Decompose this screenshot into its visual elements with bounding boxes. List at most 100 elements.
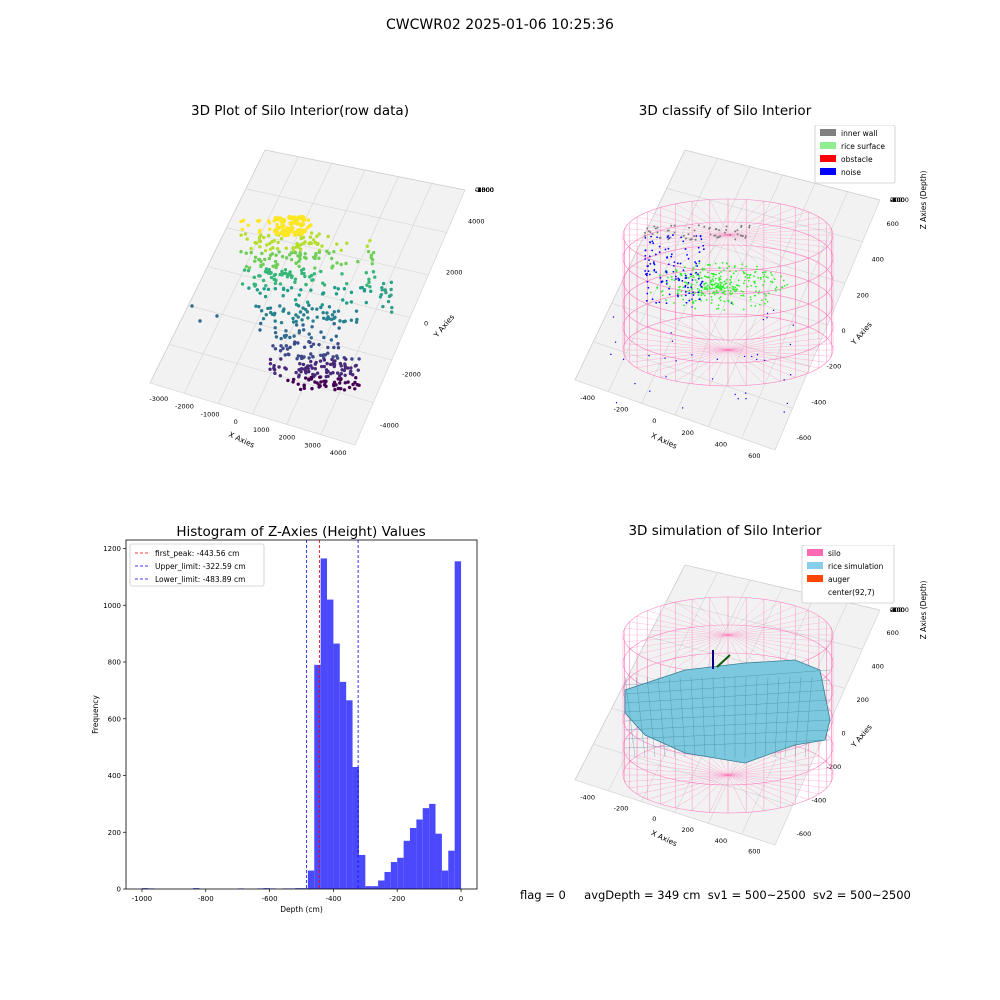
rice-surface-point [683,304,685,307]
raw-point [271,246,275,250]
y-axis-label: Frequency [91,695,100,734]
rice-surface-point [768,292,770,295]
noise-point [766,317,768,319]
y-tick-label: 400 [108,772,121,780]
sim-z-tick: -200 [890,606,905,614]
raw-point [355,383,359,387]
rice-surface-point [699,271,702,274]
sim-silo-spoke [637,634,729,655]
inner-wall-point [748,224,751,227]
raw-point [264,313,268,317]
raw-point [302,313,306,317]
raw-point [356,368,360,372]
rice-mesh-line [744,676,747,758]
raw-gridline [354,189,466,446]
raw-point [324,368,329,372]
raw-3d-axes[interactable]: -3000-2000-100001000200030004000-4000-20… [120,125,500,495]
raw-point [249,250,253,255]
histogram-bar [422,808,430,889]
raw-point [310,307,314,311]
rice-surface-point [661,294,664,297]
noise-point [661,280,664,283]
inner-wall-point [687,233,690,236]
inner-wall-point [684,237,687,240]
figure-title: CWCWR02 2025-01-06 10:25:36 [386,17,614,33]
cls-silo-spoke [660,234,729,263]
rice-surface-point [722,286,724,289]
rice-surface-point [722,291,725,294]
sim-silo-spoke [629,634,729,649]
simulation-3d-axes[interactable]: -400-2000200400600-600-400-2000200400600… [545,545,945,890]
rice-surface-point [706,287,708,290]
rice-surface-point [766,300,769,303]
noise-point [698,251,701,253]
raw-point [270,252,275,256]
raw-point [309,352,313,356]
sim-silo-spoke [727,774,827,789]
raw-point [306,364,310,368]
noise-point [645,299,648,302]
classify-3d-axes[interactable]: -400-2000200400600-600-400-2000200400600… [545,125,945,495]
sim-legend-swatch [807,575,823,582]
raw-point [257,257,261,262]
raw-point [311,319,315,323]
raw-axes-box: -3000-2000-100001000200030004000-4000-20… [149,149,494,457]
histogram-bar [384,871,391,889]
raw-point [343,319,347,323]
histogram-bar [409,827,417,889]
rice-surface-point [742,290,745,293]
raw-point [296,315,300,319]
raw-point [309,364,313,368]
rice-surface-point [722,284,725,286]
raw-point [276,240,280,245]
raw-point [290,274,294,278]
noise-point [668,293,671,296]
raw-point [275,225,281,231]
noise-point [653,268,656,271]
raw-point [345,301,349,305]
histogram-bar [295,888,302,889]
noise-point [687,286,689,289]
raw-point [273,330,278,335]
noise-point [700,282,703,285]
raw-y-tick: 2000 [446,269,463,277]
raw-point [338,319,342,323]
sim-silo-spoke [727,774,832,782]
noise-point [644,254,647,257]
raw-point [313,373,317,377]
raw-gridline [149,149,266,384]
x-tick-label: 0 [459,895,463,903]
noise-point [688,299,691,302]
sim-silo-spoke [637,774,729,795]
cls-silo-spoke [691,201,729,236]
cls-silo-spoke [675,349,729,382]
sim-silo-spoke [727,634,832,642]
rice-surface-point [723,290,726,292]
noise-point [786,402,789,405]
sim-z-label: Z Axies (Depth) [919,581,928,640]
rice-surface-point [677,290,679,292]
raw-point [293,277,298,281]
rice-surface-point [713,273,716,276]
raw-y-tick: 0 [424,320,428,328]
panel-simulation-title: 3D simulation of Silo Interior [628,523,822,539]
histogram-bar [454,561,462,889]
sim-silo-spoke [624,768,729,776]
sim-silo-spoke [727,634,827,649]
cls-silo-spoke [727,349,819,369]
cls-y-tick: -200 [827,363,842,371]
inner-wall-point [694,238,697,241]
raw-point [268,361,273,366]
histogram-bar [314,664,321,889]
sim-silo-spoke [727,621,827,636]
rice-surface-point [724,293,726,296]
rice-surface-point [682,286,685,289]
noise-point [648,273,651,276]
cls-silo-spoke [629,349,729,363]
inner-wall-point [667,238,670,241]
raw-point [303,369,308,373]
rice-surface-point [770,271,772,274]
noise-point [744,392,747,394]
rice-surface-point [729,289,732,292]
noise-point [645,274,648,277]
